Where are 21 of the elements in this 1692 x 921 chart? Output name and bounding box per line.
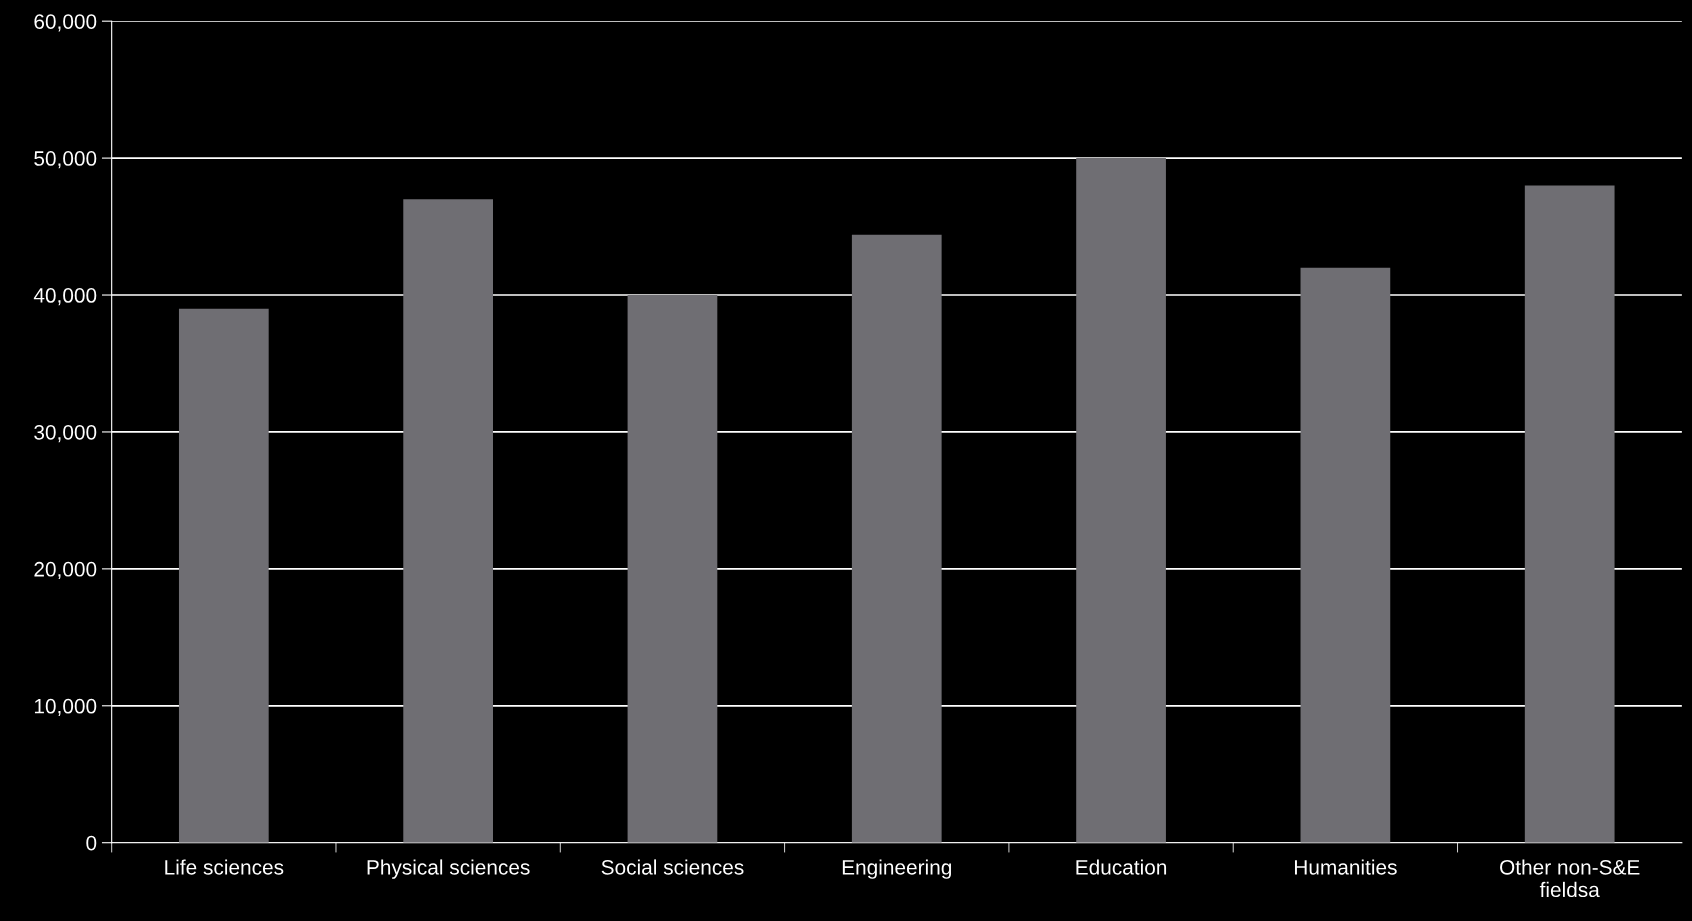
y-tick-label: 60,000 [34, 14, 97, 32]
bar [627, 295, 718, 843]
bar [1076, 158, 1166, 843]
y-tick-label: 50,000 [34, 151, 97, 169]
x-tick-label: Social sciences [601, 859, 744, 875]
y-tick-label: 0 [86, 835, 97, 851]
x-tick-label: Life sciences [165, 859, 284, 875]
bar [1524, 185, 1615, 843]
bar [851, 234, 942, 843]
x-tick-label: Engineering [842, 859, 952, 879]
bar [1300, 267, 1391, 843]
y-tick-label: 30,000 [34, 424, 97, 443]
y-tick-label: 20,000 [34, 561, 97, 580]
y-tick-label: 10,000 [34, 698, 97, 717]
x-tick-label: Humanities [1294, 859, 1397, 875]
x-tick-label: Education [1076, 859, 1167, 875]
x-tick-label: Physical sciences [367, 859, 530, 879]
y-tick-label: 40,000 [33, 288, 97, 306]
x-tick-label: Other non-S&E fieldsa [1500, 859, 1640, 898]
bar [403, 199, 493, 843]
bar [178, 308, 269, 843]
